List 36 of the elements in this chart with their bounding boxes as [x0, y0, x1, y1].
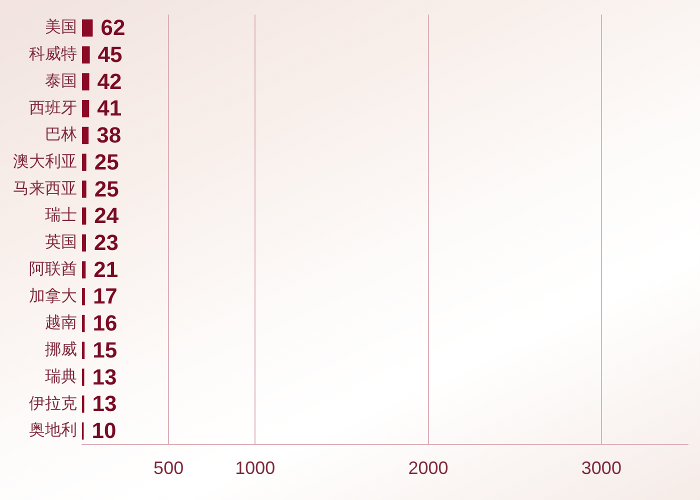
x-tick-label: 2000	[408, 458, 448, 478]
y-tick-label: 马来西亚	[13, 178, 77, 198]
y-tick-label: 英国	[45, 232, 77, 252]
data-label: 41	[97, 96, 122, 121]
y-tick-label: 瑞典	[45, 366, 77, 386]
data-label: 38	[96, 122, 122, 148]
y-tick-label: 泰国	[45, 70, 77, 90]
x-tick-label: 3000	[581, 458, 622, 478]
data-label: 16	[92, 310, 118, 336]
data-label: 24	[94, 203, 120, 228]
data-label: 25	[94, 149, 119, 174]
data-label: 10	[92, 418, 116, 444]
data-label: 45	[98, 42, 122, 67]
y-tick-label: 西班牙	[29, 98, 77, 117]
data-label: 23	[94, 230, 118, 255]
y-tick-label: 挪威	[45, 340, 77, 359]
x-tick-label: 500	[154, 458, 184, 478]
y-tick-label: 巴林	[45, 124, 77, 144]
data-label: 21	[94, 256, 118, 282]
y-tick-label: 加拿大	[29, 286, 77, 305]
y-tick-label: 阿联酋	[29, 258, 77, 278]
data-label: 25	[94, 176, 119, 202]
data-label: 13	[92, 364, 117, 390]
data-label: 15	[92, 337, 118, 362]
data-label: 13	[92, 391, 117, 416]
data-label: 42	[97, 68, 122, 94]
y-tick-label: 奥地利	[29, 420, 77, 440]
data-label: 62	[100, 15, 126, 40]
y-tick-label: 美国	[45, 17, 77, 36]
y-tick-label: 科威特	[29, 44, 77, 64]
data-label: 17	[92, 284, 118, 309]
x-tick-label: 1000	[235, 458, 276, 478]
y-tick-label: 伊拉克	[29, 393, 77, 412]
y-tick-label: 澳大利亚	[13, 152, 77, 170]
y-tick-label: 越南	[45, 312, 77, 332]
y-tick-label: 瑞士	[45, 205, 77, 224]
